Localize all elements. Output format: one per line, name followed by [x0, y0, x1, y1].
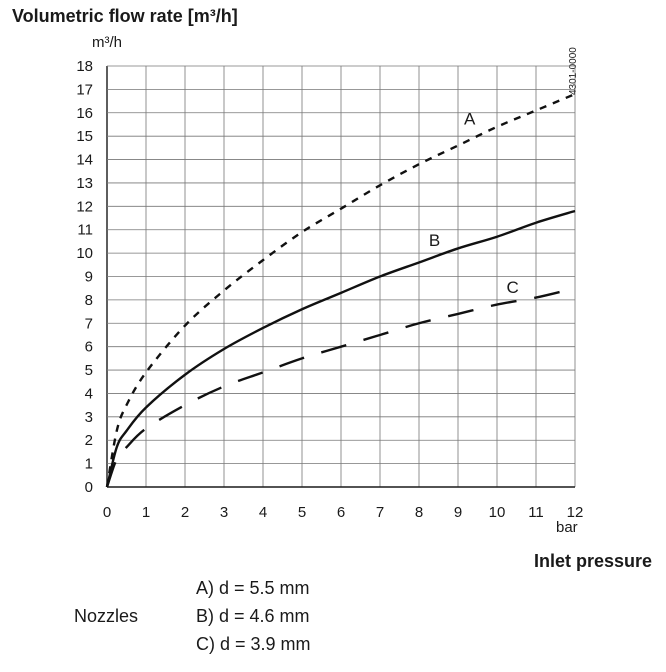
x-tick-label: 0: [103, 504, 111, 521]
x-axis-unit: bar: [556, 519, 578, 536]
y-tick-label: 0: [85, 479, 93, 496]
x-tick-label: 11: [528, 504, 544, 521]
y-tick-label: 18: [76, 58, 93, 75]
y-tick-label: 12: [76, 198, 93, 215]
y-tick-label: 6: [85, 339, 93, 356]
y-tick-label: 4: [85, 385, 93, 402]
series-line-b: [105, 209, 576, 488]
y-tick-label: 15: [76, 128, 93, 145]
y-tick-label: 10: [76, 245, 93, 262]
curve-labels: A B C: [429, 109, 519, 296]
y-tick-label: 2: [85, 432, 93, 449]
y-axis-unit: m³/h: [92, 34, 122, 51]
tick-labels: 0 1 2 3 4 5 6 7 8 9 10 11 12012345678910111213141516…: [76, 58, 583, 521]
x-tick-label: 7: [376, 504, 384, 521]
y-tick-label: 16: [76, 105, 93, 122]
curve-label-b: B: [429, 231, 440, 250]
nozzle-c: C) d = 3.9 mm: [196, 634, 311, 654]
x-tick-label: 3: [220, 504, 228, 521]
curve-label-a: A: [464, 109, 476, 128]
x-tick-label: 5: [298, 504, 306, 521]
x-axis-title: Inlet pressure: [533, 551, 652, 571]
y-tick-label: 1: [85, 456, 93, 473]
curves: [105, 92, 576, 488]
x-tick-label: 1: [142, 504, 150, 521]
y-tick-label: 5: [85, 362, 93, 379]
x-tick-label: 10: [489, 504, 506, 521]
y-tick-label: 11: [77, 222, 93, 239]
x-tick-label: 4: [259, 504, 267, 521]
nozzle-b: B) d = 4.6 mm: [196, 606, 310, 626]
x-tick-label: 9: [454, 504, 462, 521]
y-tick-label: 9: [85, 269, 93, 286]
x-tick-label: 6: [337, 504, 345, 521]
nozzles-title: Nozzles: [74, 606, 139, 626]
y-tick-label: 7: [85, 315, 93, 332]
y-tick-label: 14: [76, 152, 93, 169]
nozzle-a: A) d = 5.5 mm: [196, 578, 310, 598]
y-tick-label: 13: [76, 175, 93, 192]
series-line-c: [105, 287, 576, 488]
x-tick-label: 12: [567, 504, 584, 521]
chart-title: Volumetric flow rate [m³/h]: [12, 6, 238, 26]
x-tick-label: 2: [181, 504, 189, 521]
x-tick-label: 8: [415, 504, 423, 521]
y-tick-label: 3: [85, 409, 93, 426]
y-tick-label: 8: [85, 292, 93, 309]
y-tick-label: 17: [76, 81, 93, 98]
curve-label-c: C: [506, 278, 518, 297]
grid: [106, 65, 576, 488]
